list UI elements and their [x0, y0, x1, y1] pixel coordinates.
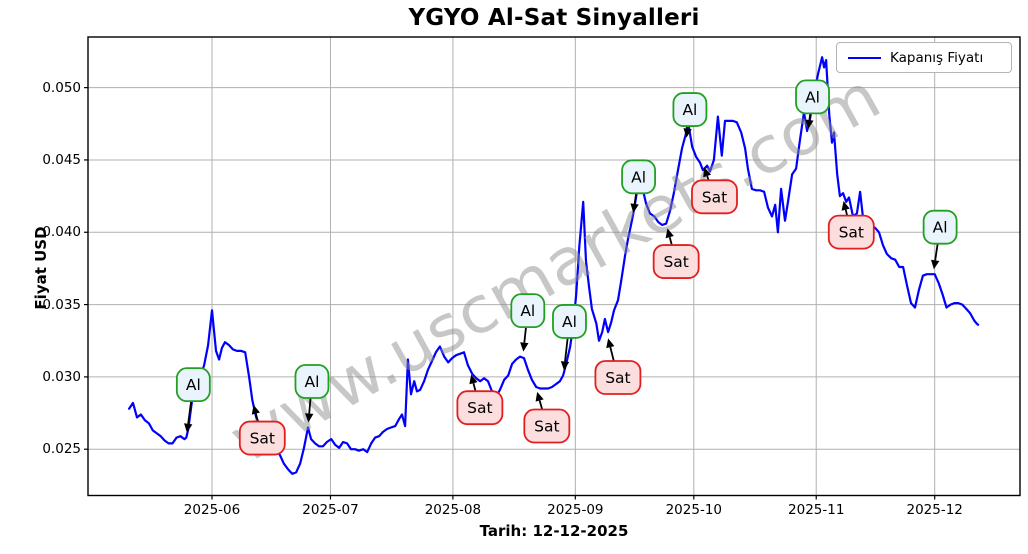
- y-tick-label-0.025: 0.025: [42, 441, 81, 458]
- x-tick-label-2025-12: 2025-12: [906, 502, 963, 518]
- y-tick-label-0.040: 0.040: [42, 224, 81, 241]
- y-tick-label-0.050: 0.050: [42, 79, 81, 96]
- sell-signal: Sat: [238, 404, 286, 456]
- y-tick-label-0.045: 0.045: [42, 151, 81, 168]
- sell-badge: [652, 244, 700, 279]
- legend-line-swatch: [848, 56, 881, 59]
- date-caption: Tarih: 12-12-2025: [479, 522, 629, 540]
- signal-arrow-head: [805, 119, 814, 129]
- buy-badge: [294, 364, 330, 399]
- x-tick-label-2025-07: 2025-07: [302, 502, 359, 518]
- buy-signal: Al: [294, 364, 330, 423]
- signal-badge-label: Al: [520, 302, 535, 320]
- signal-arrow-head: [606, 338, 615, 349]
- signal-badge-label: Sat: [663, 253, 688, 271]
- sell-badge: [456, 390, 504, 426]
- sell-signal: Sat: [652, 228, 700, 279]
- legend: Kapanış Fiyatı: [836, 42, 1012, 73]
- buy-signal: Al: [552, 304, 587, 371]
- signal-arrow-head: [520, 342, 529, 352]
- buy-signal: Al: [510, 293, 546, 352]
- buy-badge: [795, 79, 830, 115]
- signal-badge-label: Al: [805, 88, 820, 106]
- signal-badge-label: Sat: [250, 430, 275, 448]
- plot-border: [87, 36, 1021, 497]
- buy-signal: Al: [672, 92, 708, 138]
- buy-signal: Al: [795, 79, 830, 129]
- legend-label: Kapanış Fiyatı: [890, 49, 984, 66]
- signal-badge-label: Sat: [839, 224, 864, 242]
- y-tick-label-0.030: 0.030: [42, 368, 81, 385]
- sell-badge: [238, 420, 286, 456]
- signal-arrow-head: [560, 361, 570, 371]
- x-tick-label-2025-06: 2025-06: [183, 502, 241, 518]
- sell-badge: [523, 408, 571, 444]
- y-tick-label-0.035: 0.035: [42, 296, 81, 313]
- chart-title: YGYO Al-Sat Sinyalleri: [408, 5, 700, 31]
- buy-badge: [621, 159, 656, 195]
- x-tick-label-2025-11: 2025-11: [788, 502, 845, 518]
- signal-arrow-head: [683, 128, 692, 138]
- signal-arrow-head: [535, 391, 544, 402]
- sell-signal: Sat: [827, 200, 875, 250]
- buy-badge: [510, 293, 546, 329]
- signal-arrow-head: [841, 200, 850, 211]
- signal-arrow-head: [703, 167, 712, 178]
- signal-badge-label: Al: [562, 313, 577, 331]
- signal-badge-label: Sat: [702, 188, 727, 206]
- buy-badge: [552, 304, 587, 339]
- sell-signal: Sat: [691, 167, 738, 215]
- tick-marks: [84, 87, 936, 500]
- buy-signal: Al: [175, 367, 211, 433]
- sell-signal: Sat: [523, 391, 571, 444]
- buy-signal: Al: [621, 159, 656, 213]
- sell-badge: [594, 360, 642, 395]
- signal-arrow-head: [251, 404, 260, 415]
- signal-arrow-head: [469, 374, 478, 385]
- sell-signal: Sat: [456, 374, 504, 426]
- signal-badge-label: Al: [631, 168, 646, 186]
- signal-arrow-head: [304, 413, 314, 423]
- buy-badge: [175, 367, 211, 403]
- signal-arrow-head: [630, 203, 639, 213]
- signal-badge-label: Al: [305, 373, 320, 391]
- buy-badge: [672, 92, 708, 127]
- buy-badge: [922, 209, 958, 245]
- signal-badge-label: Sat: [467, 399, 492, 417]
- sell-badge: [691, 179, 738, 215]
- sell-signal: Sat: [594, 338, 642, 395]
- signal-arrow-head: [184, 423, 193, 433]
- signal-badge-label: Sat: [605, 369, 630, 387]
- sell-badge: [827, 214, 875, 250]
- signal-badge-label: Al: [682, 101, 697, 119]
- signal-arrow-head: [665, 228, 674, 239]
- signal-badge-label: Sat: [534, 418, 559, 436]
- x-tick-label-2025-08: 2025-08: [424, 502, 482, 518]
- x-tick-label-2025-09: 2025-09: [547, 502, 604, 518]
- y-axis-label: Fiyat USD: [32, 226, 50, 310]
- signal-badge-label: Al: [186, 376, 201, 394]
- signal-arrow-head: [931, 259, 940, 270]
- buy-signal: Al: [922, 209, 958, 270]
- signal-badge-label: Al: [933, 219, 948, 237]
- x-tick-label-2025-10: 2025-10: [665, 502, 722, 518]
